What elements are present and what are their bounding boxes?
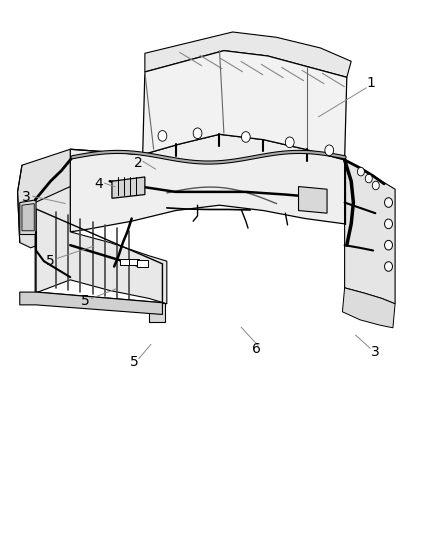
Polygon shape — [18, 149, 70, 248]
Circle shape — [357, 167, 364, 176]
Circle shape — [364, 174, 371, 183]
Text: 6: 6 — [252, 342, 261, 356]
Text: 5: 5 — [129, 356, 138, 369]
Polygon shape — [22, 204, 34, 231]
Text: 3: 3 — [370, 345, 379, 359]
Circle shape — [384, 262, 392, 271]
Circle shape — [193, 128, 201, 139]
Polygon shape — [35, 187, 166, 304]
Polygon shape — [149, 303, 164, 322]
Polygon shape — [145, 32, 350, 77]
Polygon shape — [20, 200, 36, 235]
Polygon shape — [342, 288, 394, 328]
Text: 5: 5 — [81, 294, 90, 308]
Text: 4: 4 — [94, 177, 103, 191]
Polygon shape — [20, 292, 162, 314]
Circle shape — [371, 181, 378, 190]
Polygon shape — [142, 51, 346, 160]
Circle shape — [324, 145, 333, 156]
Circle shape — [158, 131, 166, 141]
Text: 5: 5 — [46, 254, 55, 268]
Circle shape — [384, 219, 392, 229]
FancyBboxPatch shape — [137, 260, 148, 267]
Circle shape — [241, 132, 250, 142]
Text: 1: 1 — [366, 76, 374, 90]
Polygon shape — [344, 160, 394, 304]
Polygon shape — [298, 187, 326, 213]
Circle shape — [285, 137, 293, 148]
FancyBboxPatch shape — [120, 259, 130, 265]
Text: 3: 3 — [22, 190, 31, 204]
Circle shape — [384, 198, 392, 207]
Polygon shape — [70, 134, 344, 232]
Circle shape — [384, 240, 392, 250]
Polygon shape — [112, 177, 145, 198]
FancyBboxPatch shape — [128, 259, 139, 265]
Text: 2: 2 — [134, 156, 142, 169]
